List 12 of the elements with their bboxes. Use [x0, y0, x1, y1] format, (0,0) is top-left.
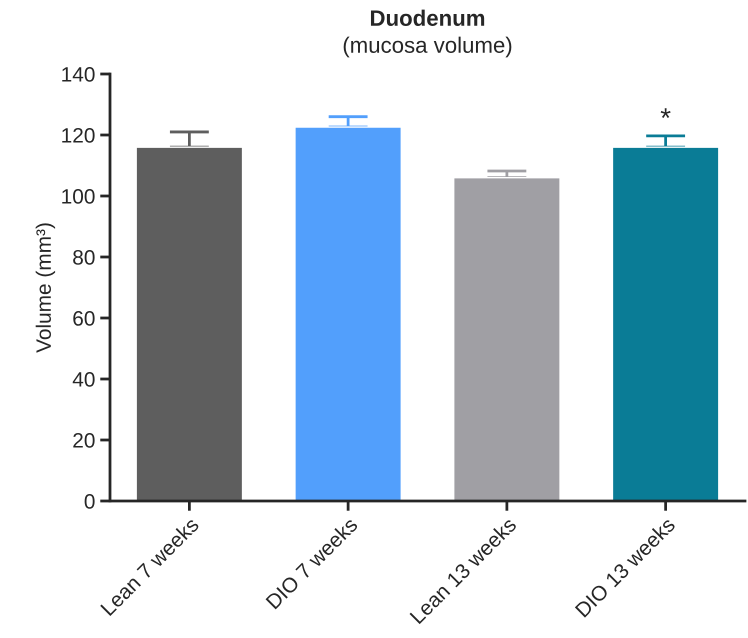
y-tick-label: 40	[72, 372, 95, 387]
y-tick-label: 80	[73, 250, 95, 265]
y-tick-label: 60	[73, 311, 95, 326]
chart-title: Duodenum	[370, 10, 484, 26]
chart-subtitle: (mucosa volume)	[344, 36, 512, 58]
y-tick-label: 100	[62, 189, 95, 204]
y-tick-label: 140	[62, 67, 95, 82]
annotation: *	[660, 108, 671, 118]
y-tick-label: 20	[73, 433, 95, 448]
y-axis-title: Volume (mm³)	[36, 223, 56, 353]
y-tick-label: 120	[62, 128, 95, 143]
y-tick-label: 0	[84, 494, 95, 509]
